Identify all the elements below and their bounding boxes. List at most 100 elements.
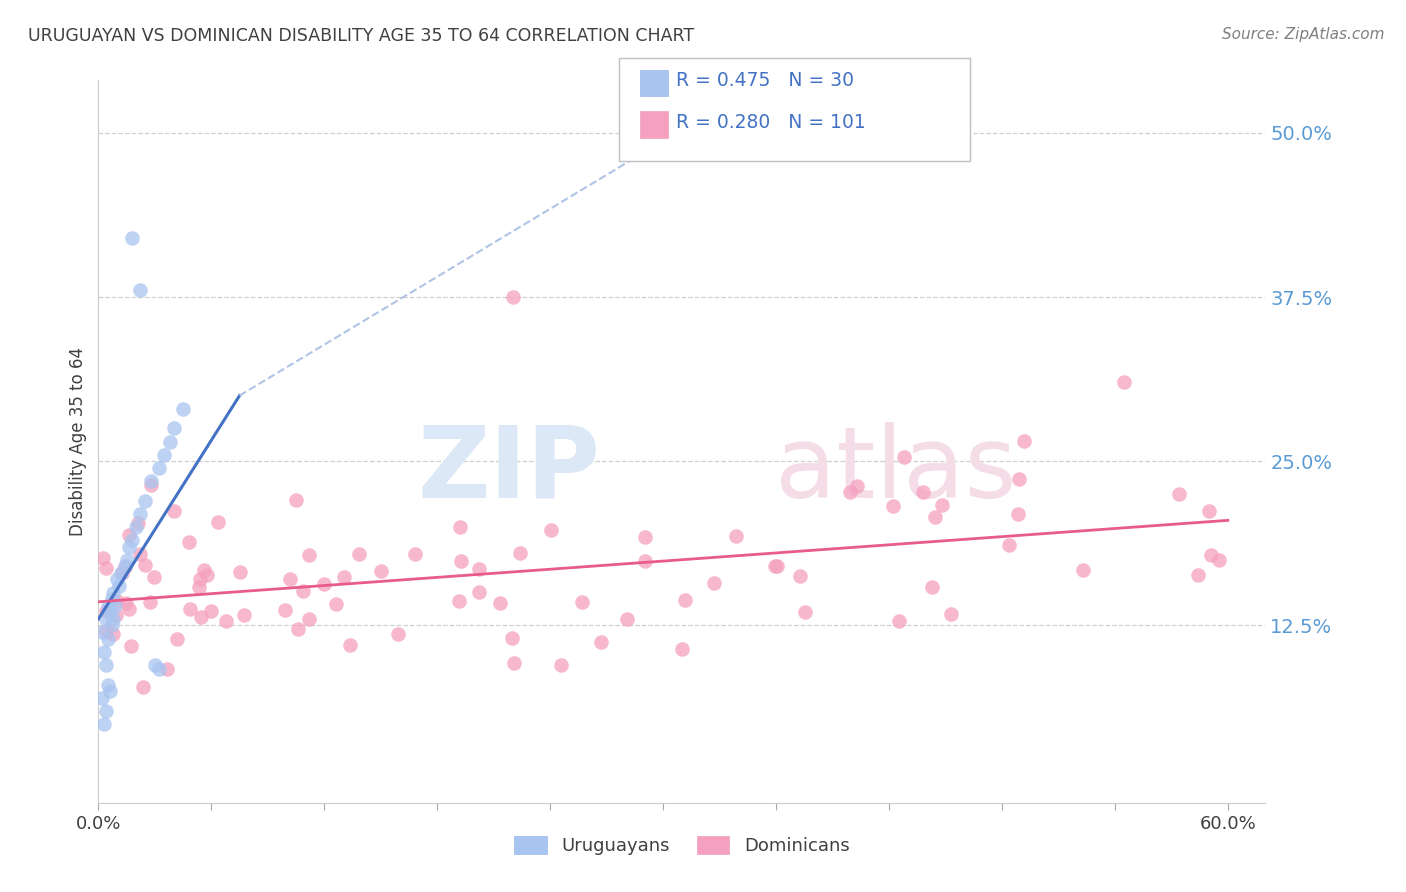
Point xyxy=(111,566,134,580)
Point xyxy=(115,553,138,567)
Point xyxy=(292,583,315,598)
Point xyxy=(1187,567,1209,582)
Text: URUGUAYAN VS DOMINICAN DISABILITY AGE 35 TO 64 CORRELATION CHART: URUGUAYAN VS DOMINICAN DISABILITY AGE 35… xyxy=(28,27,695,45)
Point xyxy=(838,485,860,500)
Point xyxy=(94,612,117,626)
Point xyxy=(193,563,215,577)
Point xyxy=(127,516,149,530)
Point xyxy=(616,612,638,626)
Point xyxy=(274,602,297,616)
Point xyxy=(468,562,491,576)
Point xyxy=(93,551,115,566)
Point xyxy=(673,593,696,607)
Text: R = 0.475   N = 30: R = 0.475 N = 30 xyxy=(676,71,855,90)
Point xyxy=(763,559,786,574)
Point xyxy=(117,540,139,554)
Point xyxy=(179,535,201,549)
Point xyxy=(450,554,472,568)
Point xyxy=(163,421,186,435)
Point xyxy=(889,614,911,628)
Point xyxy=(148,460,170,475)
Point xyxy=(1008,472,1031,486)
Point xyxy=(187,580,209,594)
Point xyxy=(94,560,117,574)
Point xyxy=(1007,507,1029,521)
Point xyxy=(703,576,725,591)
Point xyxy=(103,627,125,641)
Point xyxy=(765,558,787,573)
Point xyxy=(214,614,236,628)
Point xyxy=(166,632,188,647)
Text: Source: ZipAtlas.com: Source: ZipAtlas.com xyxy=(1222,27,1385,42)
Point xyxy=(139,474,162,488)
Point xyxy=(333,570,356,584)
Point xyxy=(1114,376,1136,390)
Point xyxy=(998,538,1021,552)
Legend: Uruguayans, Dominicans: Uruguayans, Dominicans xyxy=(508,829,856,863)
Point xyxy=(671,641,693,656)
Point xyxy=(117,602,139,616)
Point xyxy=(1208,553,1230,567)
Y-axis label: Disability Age 35 to 64: Disability Age 35 to 64 xyxy=(69,347,87,536)
Point xyxy=(911,485,934,500)
Point xyxy=(98,605,121,619)
Point xyxy=(143,657,166,672)
Point xyxy=(114,560,136,574)
Point xyxy=(142,570,165,584)
Point xyxy=(229,565,252,579)
Point xyxy=(110,566,132,580)
Point xyxy=(93,717,115,731)
Point xyxy=(134,493,156,508)
Point xyxy=(921,580,943,594)
Point xyxy=(540,523,562,537)
Point xyxy=(200,604,222,618)
Point xyxy=(1167,486,1189,500)
Point xyxy=(128,284,150,298)
Point xyxy=(633,554,655,568)
Point xyxy=(846,479,869,493)
Point xyxy=(94,704,117,718)
Point xyxy=(91,625,114,640)
Point xyxy=(931,498,953,512)
Point xyxy=(97,632,120,646)
Text: R = 0.280   N = 101: R = 0.280 N = 101 xyxy=(676,113,866,132)
Point xyxy=(794,605,817,619)
Point xyxy=(141,478,163,492)
Point xyxy=(924,509,946,524)
Point xyxy=(159,434,181,449)
Point xyxy=(325,597,347,611)
Point xyxy=(103,585,125,599)
Point xyxy=(207,515,229,529)
Point xyxy=(941,607,963,621)
Point xyxy=(148,662,170,676)
Point xyxy=(132,680,155,694)
Point xyxy=(125,520,148,534)
Point xyxy=(98,684,121,698)
Point xyxy=(134,558,156,572)
Point xyxy=(188,573,211,587)
Point xyxy=(789,569,811,583)
Point xyxy=(121,533,143,547)
Point xyxy=(503,656,526,670)
Point xyxy=(298,612,321,626)
Point xyxy=(94,624,117,638)
Point xyxy=(893,450,915,465)
Point xyxy=(94,657,117,672)
Point xyxy=(280,572,302,586)
Point xyxy=(190,610,212,624)
Point xyxy=(172,401,194,416)
Point xyxy=(501,632,523,646)
Point xyxy=(387,626,409,640)
Point xyxy=(115,596,138,610)
Point xyxy=(153,448,176,462)
Point xyxy=(97,599,120,613)
Point xyxy=(195,568,218,582)
Point xyxy=(589,634,612,648)
Point xyxy=(404,547,426,561)
Point xyxy=(105,608,128,623)
Point xyxy=(447,594,470,608)
Point xyxy=(489,596,512,610)
Point xyxy=(1012,434,1035,449)
Point xyxy=(179,602,201,616)
Point xyxy=(104,599,127,613)
